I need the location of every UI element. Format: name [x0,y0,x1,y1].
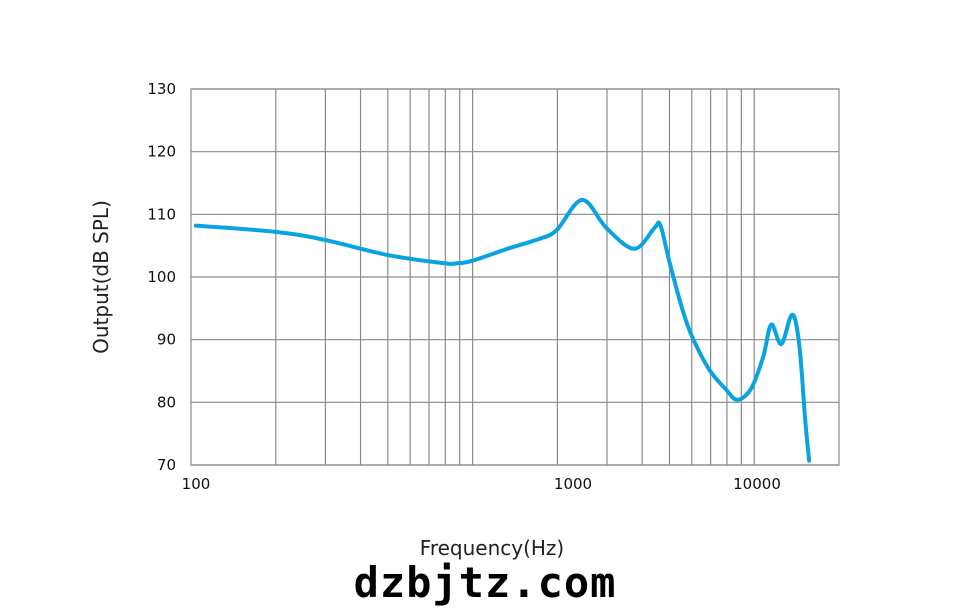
y-tick-label: 110 [147,205,176,223]
watermark: dzbjtz.com [354,558,617,607]
y-tick-label: 100 [147,268,176,286]
y-axis-label: Output(dB SPL) [89,200,113,354]
y-tick-label: 70 [157,456,176,474]
x-tick-label: 10000 [733,475,781,493]
x-tick-labels: 100 1000 10000 [182,475,781,493]
y-tick-label: 120 [147,143,176,161]
grid [191,88,839,466]
y-tick-label: 130 [147,80,176,98]
x-axis-label: Frequency(Hz) [420,536,564,560]
plot-frame [190,88,840,466]
y-tick-label: 90 [157,331,176,349]
series-line [193,197,812,463]
x-tick-label: 100 [182,475,211,493]
y-tick-labels: 130 120 110 100 90 80 70 [147,80,176,474]
y-tick-label: 80 [157,393,176,411]
x-tick-label: 1000 [554,475,592,493]
